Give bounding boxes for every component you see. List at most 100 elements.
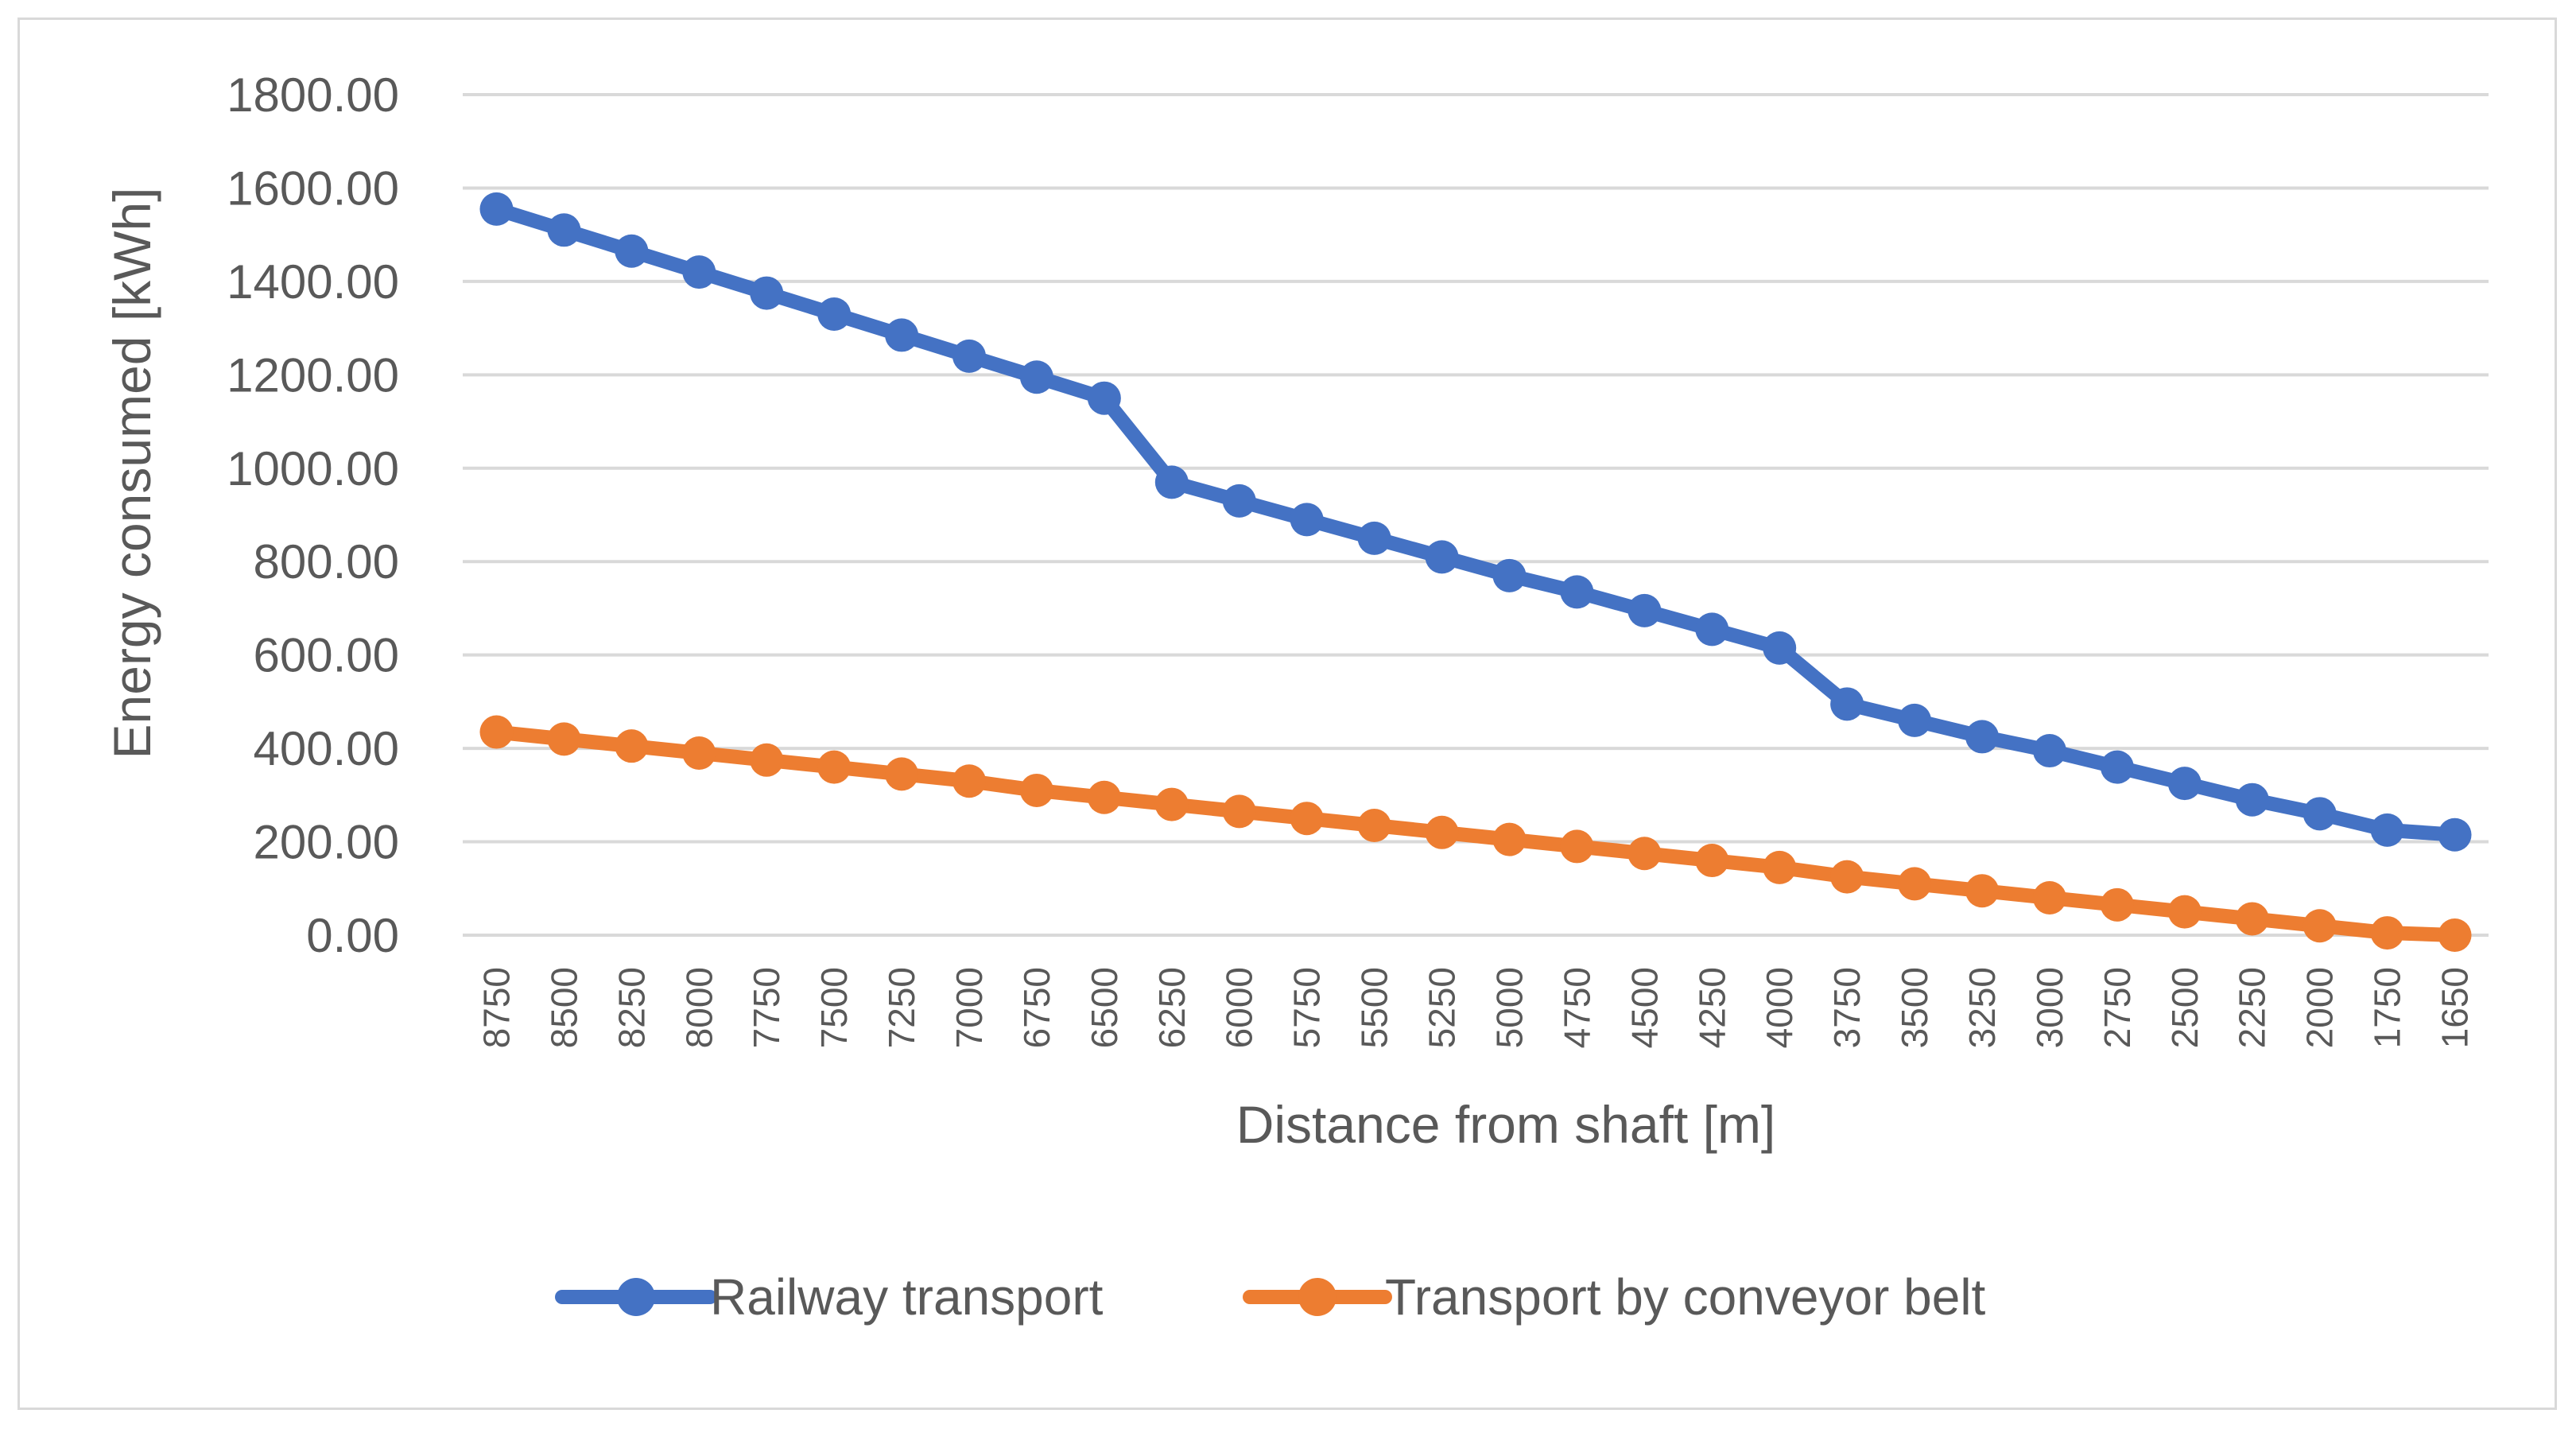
- data-point: [1357, 521, 1391, 555]
- data-point: [1898, 703, 1932, 737]
- data-point: [1290, 802, 1324, 836]
- x-tick-label: 3750: [1826, 967, 1868, 1048]
- data-point: [1357, 809, 1391, 843]
- series-line: [489, 724, 2462, 942]
- data-point: [615, 729, 649, 763]
- y-tick-label: 1200.00: [227, 348, 399, 402]
- data-point: [1627, 837, 1662, 871]
- data-point: [2167, 767, 2202, 801]
- y-axis-ticks: 0.00 200.00 400.00 600.00 800.00 1000.00 1200.…: [227, 68, 399, 962]
- x-tick-label: 2250: [2232, 967, 2273, 1048]
- x-tick-label: 4000: [1759, 967, 1800, 1048]
- x-tick-label: 2750: [2097, 967, 2138, 1048]
- data-point: [1492, 558, 1527, 592]
- data-point: [682, 736, 716, 770]
- data-point: [2438, 918, 2472, 952]
- data-point: [2167, 895, 2202, 929]
- x-tick-label: 5500: [1354, 967, 1395, 1048]
- data-point: [1425, 815, 1459, 849]
- data-point: [2370, 916, 2404, 950]
- x-tick-label: 5250: [1422, 967, 1463, 1048]
- x-tick-label: 6500: [1084, 967, 1125, 1048]
- data-point: [2100, 750, 2134, 784]
- legend-label: Railway transport: [710, 1268, 1104, 1326]
- x-tick-label: 1650: [2434, 967, 2476, 1048]
- y-tick-label: 0.00: [306, 909, 399, 962]
- data-point: [1695, 612, 1729, 647]
- legend-swatch-marker: [617, 1278, 655, 1316]
- legend-swatch-marker: [1298, 1278, 1336, 1316]
- data-point: [1763, 631, 1797, 665]
- data-point: [2235, 902, 2269, 936]
- data-point: [1763, 850, 1797, 884]
- y-tick-label: 1600.00: [227, 161, 399, 215]
- data-point: [1222, 794, 1256, 829]
- y-tick-label: 800.00: [253, 535, 399, 588]
- data-point: [1154, 465, 1189, 499]
- x-tick-label: 4750: [1556, 967, 1597, 1048]
- x-tick-label: 3250: [1961, 967, 2003, 1048]
- y-tick-label: 200.00: [253, 816, 399, 869]
- data-point: [1019, 360, 1053, 394]
- legend-item: Transport by conveyor belt: [1243, 1268, 1986, 1326]
- data-point: [1087, 381, 1121, 415]
- x-tick-label: 3500: [1894, 967, 1935, 1048]
- data-point: [2370, 813, 2404, 847]
- x-tick-label: 4250: [1691, 967, 1732, 1048]
- data-point: [479, 192, 514, 226]
- x-tick-label: 7000: [949, 967, 990, 1048]
- series-conveyor-belt: [479, 715, 2472, 952]
- data-point: [1425, 540, 1459, 574]
- series: [479, 192, 2472, 952]
- y-axis-title: Energy consumed [kWh]: [103, 188, 161, 759]
- data-point: [1222, 483, 1256, 518]
- line-chart: 0.00 200.00 400.00 600.00 800.00 1000.00 1200.…: [103, 68, 2489, 1326]
- data-point: [2032, 881, 2066, 915]
- x-tick-label: 8000: [678, 967, 720, 1048]
- legend-item: Railway transport: [555, 1268, 1104, 1326]
- x-tick-label: 8500: [543, 967, 584, 1048]
- x-tick-label: 8250: [611, 967, 652, 1048]
- x-tick-label: 6750: [1016, 967, 1057, 1048]
- x-tick-label: 2000: [2299, 967, 2341, 1048]
- data-point: [750, 276, 784, 310]
- x-tick-label: 5000: [1488, 967, 1530, 1048]
- data-point: [1627, 593, 1662, 627]
- data-point: [1830, 860, 1864, 894]
- x-tick-label: 7500: [813, 967, 855, 1048]
- y-tick-label: 1000.00: [227, 442, 399, 495]
- y-tick-label: 1800.00: [227, 68, 399, 122]
- x-tick-label: 2500: [2164, 967, 2206, 1048]
- chart-frame: 0.00 200.00 400.00 600.00 800.00 1000.00 1200.…: [17, 17, 2557, 1410]
- y-tick-label: 600.00: [253, 629, 399, 682]
- data-point: [1695, 844, 1729, 878]
- x-axis-ticks: 8750 8500 8250 8000 7750 7500 7250 7000 6750 6500…: [475, 967, 2475, 1048]
- data-point: [817, 750, 852, 784]
- data-point: [1830, 687, 1864, 721]
- data-point: [952, 764, 986, 798]
- x-tick-label: 6000: [1219, 967, 1260, 1048]
- data-point: [750, 743, 784, 777]
- data-point: [1560, 829, 1594, 864]
- legend-label: Transport by conveyor belt: [1385, 1268, 1986, 1326]
- data-point: [1898, 867, 1932, 901]
- data-point: [952, 339, 986, 373]
- data-point: [547, 213, 581, 247]
- data-point: [1560, 575, 1594, 609]
- data-point: [1087, 780, 1121, 814]
- data-point: [1492, 822, 1527, 856]
- data-point: [2235, 782, 2269, 817]
- data-point: [547, 722, 581, 756]
- data-point: [2302, 909, 2337, 943]
- x-tick-label: 1750: [2367, 967, 2408, 1048]
- data-point: [885, 757, 919, 791]
- series-line: [489, 201, 2462, 842]
- data-point: [682, 255, 716, 289]
- x-tick-label: 4500: [1624, 967, 1665, 1048]
- data-point: [479, 715, 514, 749]
- data-point: [817, 297, 852, 331]
- gridlines: [463, 93, 2489, 937]
- data-point: [1019, 773, 1053, 807]
- x-tick-label: 7750: [746, 967, 787, 1048]
- data-point: [2438, 817, 2472, 852]
